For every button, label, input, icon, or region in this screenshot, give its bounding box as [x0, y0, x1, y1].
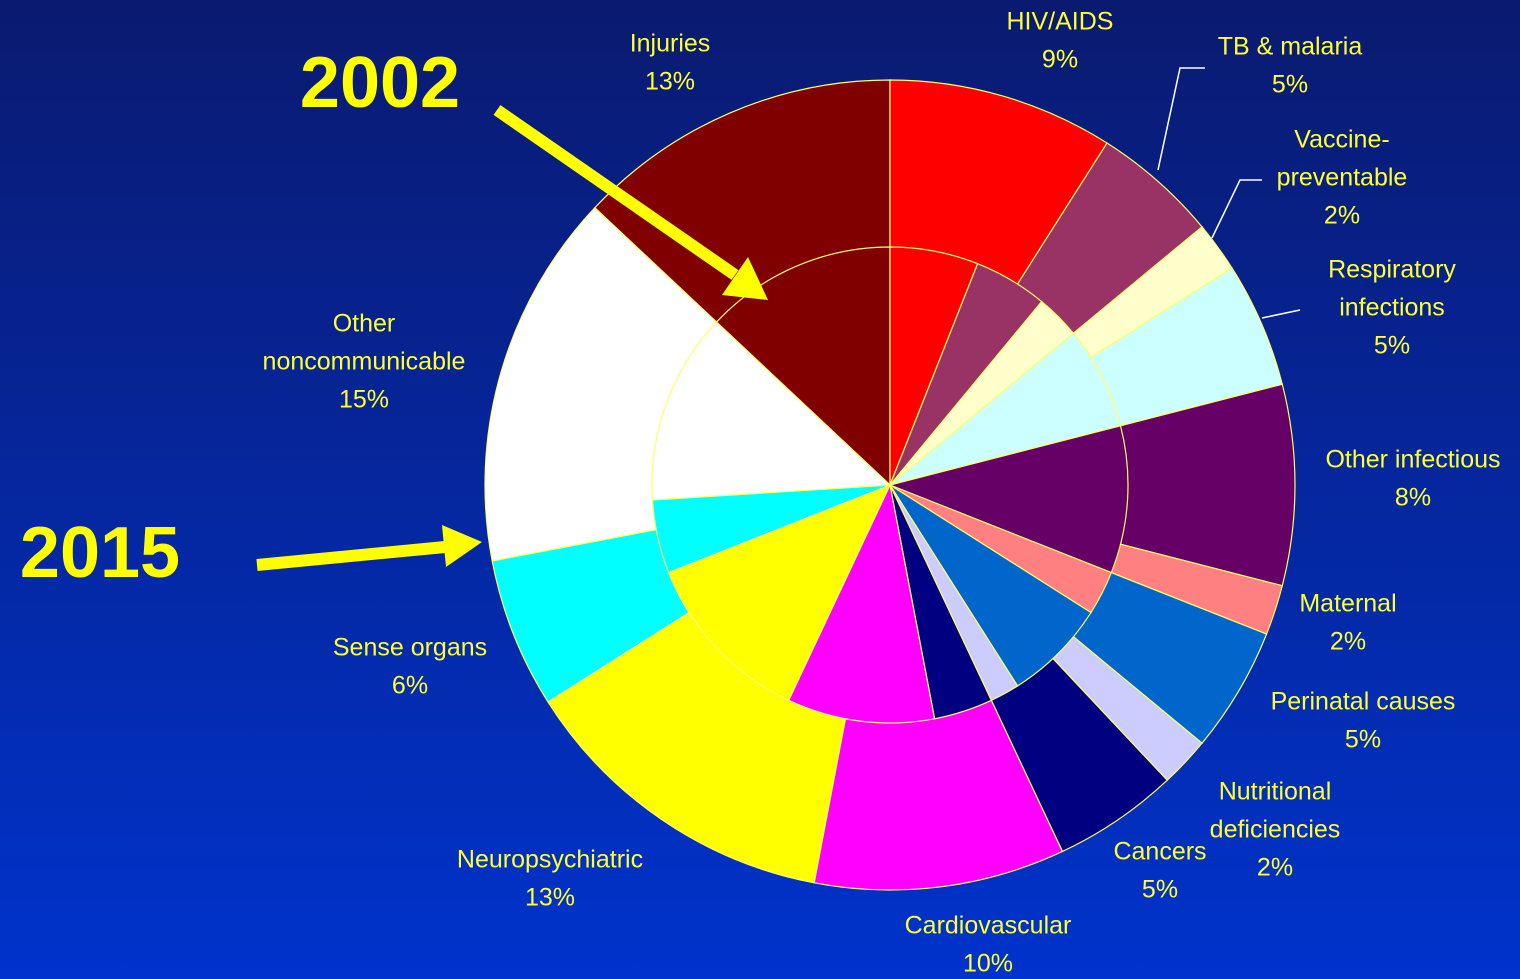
- wedge: [787, 483, 936, 724]
- pie: [484, 79, 1296, 891]
- arrowhead: [722, 257, 768, 300]
- category-label: Cardiovascular: [905, 912, 1072, 940]
- arrow-2015: [256, 541, 446, 571]
- value-label: 5%: [1374, 332, 1410, 360]
- category-label: TB & malaria: [1218, 33, 1363, 61]
- value-label: 9%: [1042, 46, 1078, 74]
- leaders: [1157, 67, 1301, 319]
- value-label: 13%: [645, 68, 695, 96]
- value-label: 8%: [1395, 484, 1431, 512]
- category-label: Maternal: [1299, 590, 1396, 618]
- arrows: [256, 105, 768, 571]
- category-label: Nutritional: [1219, 778, 1332, 806]
- wedge: [889, 484, 1092, 687]
- wedge: [888, 425, 1129, 574]
- value-label: 13%: [525, 884, 575, 912]
- category-label: Cancers: [1113, 838, 1206, 866]
- arrowhead: [442, 525, 482, 567]
- value-label: 5%: [1345, 726, 1381, 754]
- wedge: [715, 246, 891, 487]
- category-label: infections: [1339, 294, 1445, 322]
- category-label: Other infectious: [1325, 446, 1500, 474]
- leader-line: [1157, 67, 1205, 171]
- value-label: 15%: [339, 386, 389, 414]
- category-label: deficiencies: [1210, 816, 1341, 844]
- labels: Injuries 13% HIV/AIDS 9% TB & malaria 5% Vacci…: [263, 8, 1501, 978]
- wedge: [651, 321, 892, 501]
- value-label: 2%: [1324, 202, 1360, 230]
- category-label: Sense organs: [333, 634, 487, 662]
- category-label: Neuropsychiatric: [457, 846, 643, 874]
- leader-line: [1211, 179, 1262, 239]
- category-label: preventable: [1277, 164, 1408, 192]
- annotation-2015: 2015: [20, 513, 180, 593]
- category-label: Injuries: [630, 30, 711, 58]
- value-label: 6%: [392, 672, 428, 700]
- category-label: Other: [333, 310, 396, 338]
- value-label: 2%: [1257, 854, 1293, 882]
- value-label: 2%: [1330, 628, 1366, 656]
- leader-line: [1261, 309, 1301, 319]
- category-label: HIV/AIDS: [1007, 8, 1114, 36]
- category-label: Perinatal causes: [1271, 688, 1456, 716]
- wedge: [667, 483, 892, 702]
- category-label: Vaccine-: [1294, 126, 1389, 154]
- value-label: 5%: [1272, 71, 1308, 99]
- arrow-2002: [493, 105, 739, 280]
- value-label: 5%: [1142, 876, 1178, 904]
- wedge: [889, 332, 1122, 486]
- category-label: Respiratory: [1328, 256, 1456, 284]
- category-label: noncommunicable: [263, 348, 466, 376]
- value-label: 10%: [963, 950, 1013, 978]
- annotation-2002: 2002: [300, 43, 460, 123]
